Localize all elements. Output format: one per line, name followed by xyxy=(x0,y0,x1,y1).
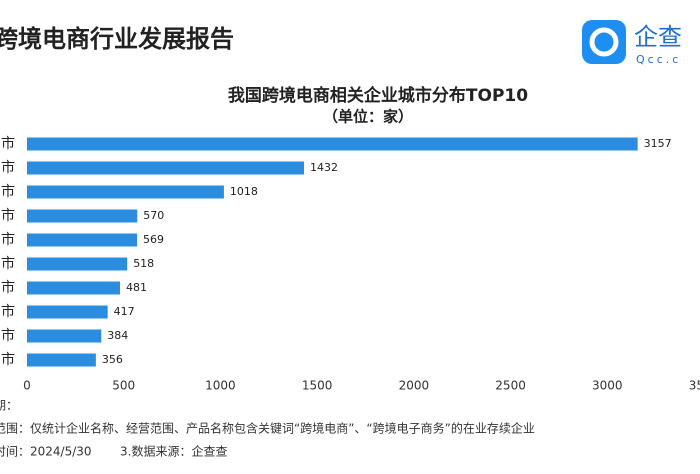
y-tick-label: 市 xyxy=(1,183,15,200)
bar xyxy=(27,329,102,343)
note: 范围：仅统计企业名称、经营范围、产品名称包含关键词“跨境电商”、“跨境电子商务”… xyxy=(0,421,535,436)
bar xyxy=(27,281,121,295)
bar xyxy=(27,185,224,199)
y-tick-label: 市 xyxy=(1,327,15,344)
x-tick-label: 3000 xyxy=(592,379,623,393)
x-tick-label: 2500 xyxy=(495,379,526,393)
y-tick-label: 市 xyxy=(1,207,15,224)
x-tick-label: 2000 xyxy=(399,379,430,393)
bar xyxy=(27,353,96,367)
x-tick-label: 0 xyxy=(23,379,31,393)
value-label: 356 xyxy=(102,353,123,366)
x-tick-label: 500 xyxy=(112,379,135,393)
y-tick-label: 市 xyxy=(1,255,15,272)
x-tick-label: 1000 xyxy=(205,379,236,393)
value-label: 569 xyxy=(143,233,164,246)
bar xyxy=(27,257,128,271)
y-tick-label: 市 xyxy=(1,279,15,296)
note: 时间：2024/5/30 xyxy=(0,445,92,459)
bar xyxy=(27,137,638,151)
value-label: 417 xyxy=(114,305,135,318)
bar xyxy=(27,305,108,319)
logo-ring xyxy=(589,27,619,57)
value-label: 518 xyxy=(133,257,154,270)
note: 期： xyxy=(0,399,18,413)
value-label: 3157 xyxy=(644,137,672,150)
bar xyxy=(27,161,304,175)
chart-title: 我国跨境电商相关企业城市分布TOP10 xyxy=(228,85,528,106)
logo-icon xyxy=(582,20,626,64)
x-tick-label: 1500 xyxy=(302,379,333,393)
value-label: 570 xyxy=(143,209,164,222)
value-label: 1432 xyxy=(310,161,338,174)
bar xyxy=(27,209,138,223)
x-tick-label: 3500 xyxy=(689,379,700,393)
value-label: 1018 xyxy=(230,185,258,198)
report-title: 跨境电商行业发展报告 xyxy=(0,25,234,53)
logo-text: 企查 xyxy=(634,23,682,51)
value-label: 481 xyxy=(126,281,147,294)
y-tick-label: 市 xyxy=(1,231,15,248)
note: 3.数据来源：企查查 xyxy=(120,444,227,459)
value-label: 384 xyxy=(107,329,128,342)
y-tick-label: 市 xyxy=(1,351,15,368)
logo-sub: Qcc.c xyxy=(636,53,681,66)
y-tick-label: 市 xyxy=(1,135,15,152)
y-tick-label: 市 xyxy=(1,159,15,176)
bar xyxy=(27,233,138,247)
chart-subtitle: （单位：家） xyxy=(323,108,413,126)
y-tick-label: 市 xyxy=(1,303,15,320)
